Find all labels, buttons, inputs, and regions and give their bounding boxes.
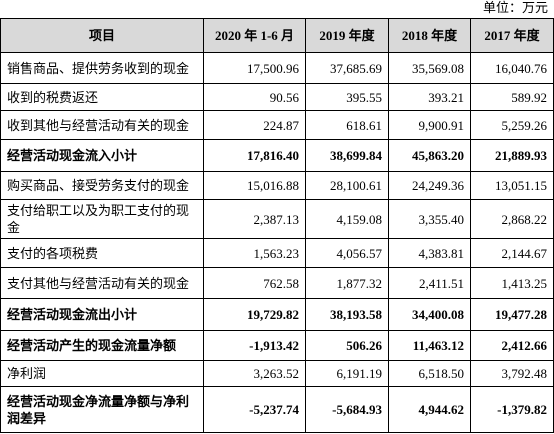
cell-value: 4,383.81: [388, 238, 471, 268]
row-label: 经营活动现金流入小计: [0, 139, 204, 172]
cell-value: 1,563.23: [203, 238, 306, 268]
cell-value: 1,413.25: [470, 267, 554, 299]
cell-value: 3,792.48: [470, 360, 554, 387]
row-label: 支付其他与经营活动有关的现金: [0, 267, 204, 299]
cell-value: -5,684.93: [305, 386, 389, 433]
cell-value: 4,056.57: [305, 238, 389, 268]
cell-value: 11,463.12: [388, 330, 471, 361]
cell-value: 6,518.50: [388, 360, 471, 387]
table-row: 经营活动现金流出小计 19,729.82 38,193.58 34,400.08 19,…: [0, 298, 554, 331]
cell-value: 35,569.08: [388, 52, 471, 84]
cell-value: 13,051.15: [470, 171, 554, 200]
cell-value: 90.56: [203, 83, 306, 111]
row-label: 经营活动产生的现金流量净额: [0, 330, 204, 361]
cell-value: 19,477.28: [470, 298, 554, 331]
column-header: 2019 年度: [305, 18, 389, 53]
cell-value: 16,040.76: [470, 52, 554, 84]
table-row: 支付的各项税费 1,563.23 4,056.57 4,383.81 2,144.67: [0, 238, 554, 268]
row-label: 支付的各项税费: [0, 238, 204, 268]
row-label: 销售商品、提供劳务收到的现金: [0, 52, 204, 84]
table-row: 支付其他与经营活动有关的现金 762.58 1,877.32 2,411.51 1,41…: [0, 267, 554, 299]
row-label: 经营活动现金净流量净额与净利润差异: [0, 386, 204, 433]
row-label: 收到的税费返还: [0, 83, 204, 111]
cell-value: -1,379.82: [470, 386, 554, 433]
cell-value: 395.55: [305, 83, 389, 111]
table-row: 购买商品、接受劳务支付的现金 15,016.88 28,100.61 24,249.3…: [0, 171, 554, 200]
cell-value: 3,263.52: [203, 360, 306, 387]
cell-value: 393.21: [388, 83, 471, 111]
table-body: 销售商品、提供劳务收到的现金 17,500.96 37,685.69 35,569.0…: [0, 52, 554, 433]
cell-value: 2,412.66: [470, 330, 554, 361]
cell-value: 24,249.36: [388, 171, 471, 200]
cell-value: 4,159.08: [305, 199, 389, 239]
row-label: 净利润: [0, 360, 204, 387]
unit-note: 单位：万元: [482, 0, 548, 15]
cell-value: 37,685.69: [305, 52, 389, 84]
column-header: 2020 年 1-6 月: [203, 18, 306, 53]
cell-value: 38,193.58: [305, 298, 389, 331]
table-row: 支付给职工以及为职工支付的现金 2,387.13 4,159.08 3,355.40 2…: [0, 199, 554, 239]
cell-value: 2,144.67: [470, 238, 554, 268]
cell-value: 2,387.13: [203, 199, 306, 239]
cell-value: 224.87: [203, 110, 306, 140]
table-row: 经营活动现金流入小计 17,816.40 38,699.84 45,863.20 21,…: [0, 139, 554, 172]
table-row: 销售商品、提供劳务收到的现金 17,500.96 37,685.69 35,569.0…: [0, 52, 554, 84]
cell-value: 2,868.22: [470, 199, 554, 239]
cell-value: 15,016.88: [203, 171, 306, 200]
table-row: 经营活动现金净流量净额与净利润差异 -5,237.74 -5,684.93 4,944…: [0, 386, 554, 433]
cell-value: 762.58: [203, 267, 306, 299]
cell-value: 506.26: [305, 330, 389, 361]
cell-value: 9,900.91: [388, 110, 471, 140]
cell-value: 21,889.93: [470, 139, 554, 172]
header-row: 项目 2020 年 1-6 月 2019 年度 2018 年度 2017 年度: [0, 18, 554, 53]
column-header: 项目: [0, 18, 204, 53]
table-row: 收到的税费返还 90.56 395.55 393.21 589.92: [0, 83, 554, 111]
cell-value: 589.92: [470, 83, 554, 111]
cell-value: 38,699.84: [305, 139, 389, 172]
column-header: 2017 年度: [470, 18, 554, 53]
table-row: 经营活动产生的现金流量净额 -1,913.42 506.26 11,463.12 2,4…: [0, 330, 554, 361]
cell-value: 34,400.08: [388, 298, 471, 331]
cell-value: 2,411.51: [388, 267, 471, 299]
cell-value: 17,500.96: [203, 52, 306, 84]
cell-value: 618.61: [305, 110, 389, 140]
cell-value: 17,816.40: [203, 139, 306, 172]
row-label: 收到其他与经营活动有关的现金: [0, 110, 204, 140]
row-label: 经营活动现金流出小计: [0, 298, 204, 331]
cell-value: 19,729.82: [203, 298, 306, 331]
cell-value: 1,877.32: [305, 267, 389, 299]
row-label: 购买商品、接受劳务支付的现金: [0, 171, 204, 200]
table-row: 净利润 3,263.52 6,191.19 6,518.50 3,792.48: [0, 360, 554, 387]
cell-value: 28,100.61: [305, 171, 389, 200]
table-row: 收到其他与经营活动有关的现金 224.87 618.61 9,900.91 5,259.…: [0, 110, 554, 140]
column-header: 2018 年度: [388, 18, 471, 53]
cell-value: 45,863.20: [388, 139, 471, 172]
cell-value: -5,237.74: [203, 386, 306, 433]
cell-value: -1,913.42: [203, 330, 306, 361]
cash-flow-table: 项目 2020 年 1-6 月 2019 年度 2018 年度 2017 年度 销售商品…: [0, 18, 554, 433]
row-label: 支付给职工以及为职工支付的现金: [0, 199, 204, 239]
cell-value: 4,944.62: [388, 386, 471, 433]
cell-value: 3,355.40: [388, 199, 471, 239]
cell-value: 5,259.26: [470, 110, 554, 140]
cell-value: 6,191.19: [305, 360, 389, 387]
